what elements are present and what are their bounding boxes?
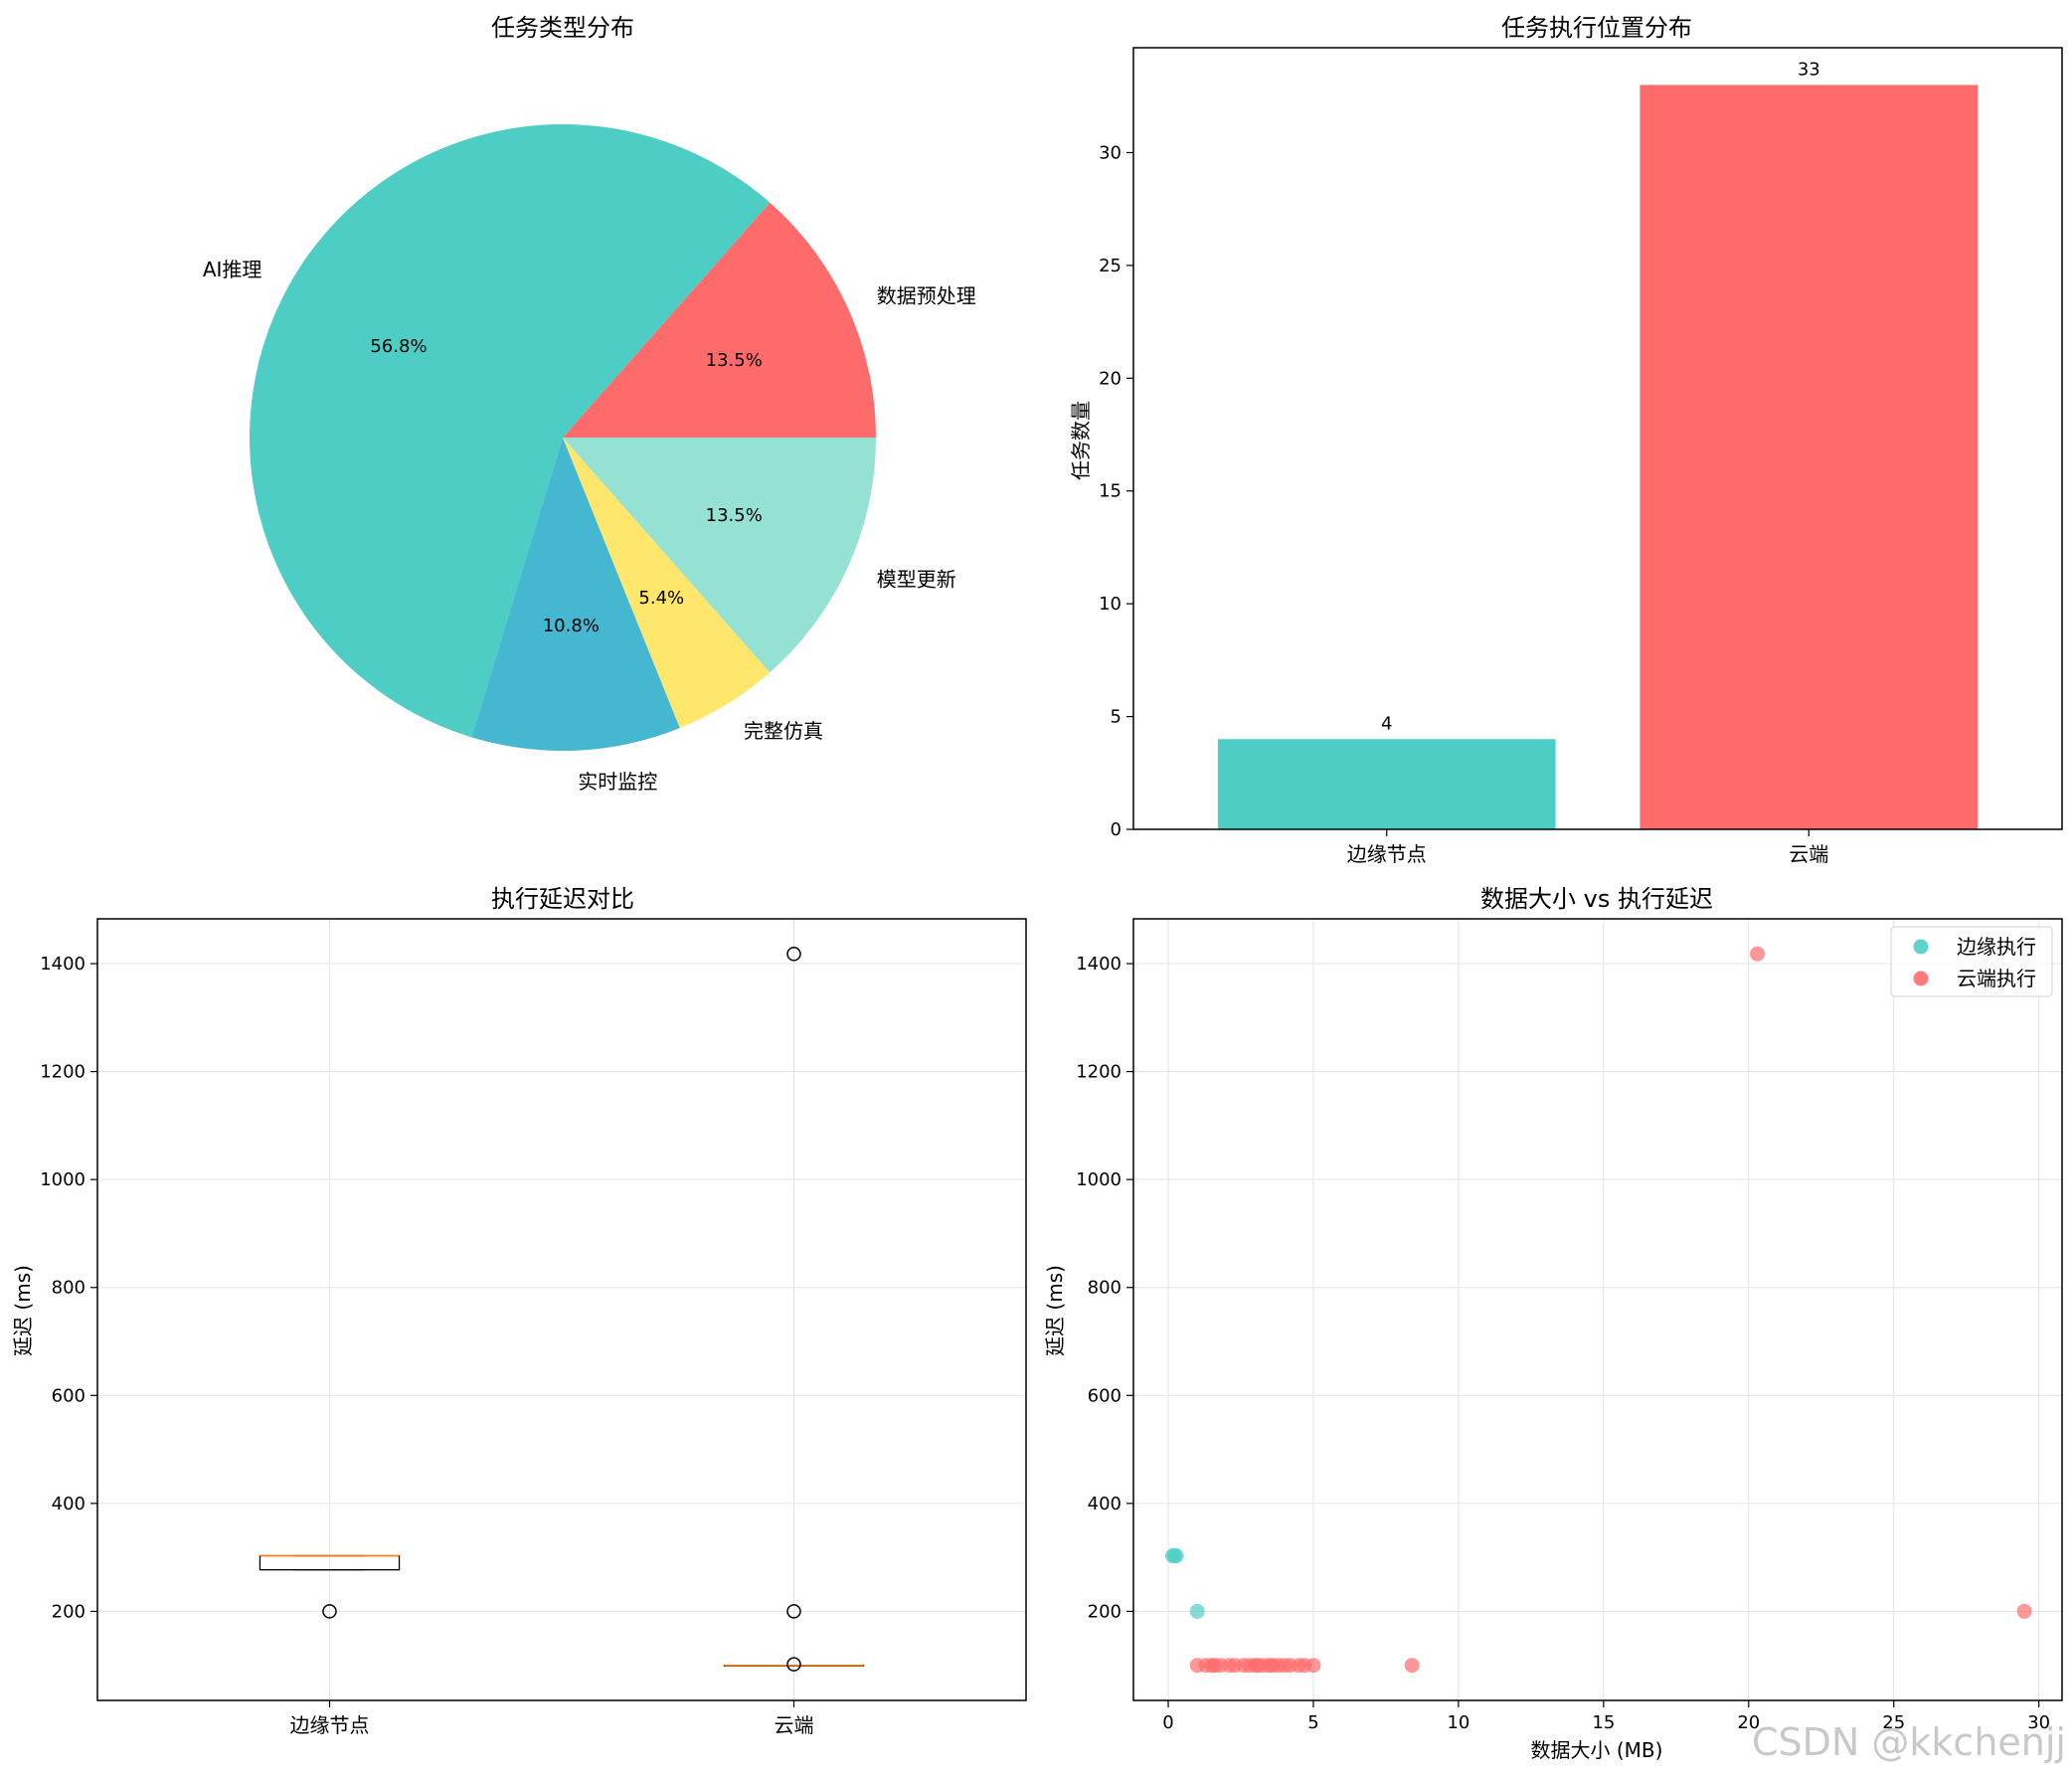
legend-marker	[1913, 939, 1929, 955]
box-outlier	[322, 1604, 337, 1619]
bar-ylabel: 任务数量	[1069, 401, 1093, 480]
pie-label: AI推理	[203, 258, 262, 281]
bar-value-label: 4	[1381, 713, 1392, 734]
scatter-xtick-label: 0	[1162, 1712, 1173, 1733]
pie-label: 实时监控	[578, 770, 657, 794]
pie-pct-label: 10.8%	[543, 616, 600, 636]
scatter-ytick-label: 200	[1088, 1601, 1122, 1622]
pie-label: 完整仿真	[744, 719, 823, 743]
pie-label: 模型更新	[877, 568, 956, 592]
legend-marker	[1913, 971, 1929, 986]
pie-pct-label: 13.5%	[706, 350, 763, 371]
bar-ytick-label: 20	[1099, 368, 1122, 389]
pie-slice	[563, 438, 876, 673]
box-xtick-label: 边缘节点	[290, 1713, 370, 1737]
box-outlier	[786, 947, 801, 962]
pie-slice	[563, 202, 876, 438]
scatter-ytick-label: 1200	[1076, 1062, 1122, 1083]
bar-ytick-label: 0	[1111, 819, 1122, 840]
box-xtick-label: 云端	[775, 1713, 814, 1737]
scatter-ytick-label: 400	[1088, 1494, 1122, 1514]
scatter-xlabel: 数据大小 (MB)	[1531, 1738, 1663, 1762]
bar-ytick-label: 25	[1099, 256, 1122, 276]
legend-label: 边缘执行	[1957, 935, 2036, 959]
scatter-ytick-label: 600	[1088, 1385, 1122, 1406]
bar-axes-frame	[1132, 47, 2063, 830]
box-ytick-label: 800	[52, 1278, 86, 1299]
scatter-xtick-label: 15	[1592, 1712, 1615, 1733]
bar-ytick-label: 15	[1099, 481, 1122, 502]
bar-ytick-label: 5	[1111, 707, 1122, 728]
pie-slice	[250, 124, 771, 738]
scatter-axes-frame	[1132, 918, 2063, 1701]
bar-ytick-label: 10	[1099, 594, 1122, 615]
box-outlier	[786, 1657, 801, 1672]
legend-frame	[1890, 926, 2053, 997]
watermark: CSDN @kkchenjj	[1752, 1720, 2066, 1764]
box-ytick-label: 1200	[40, 1062, 86, 1083]
pie-chart: 任务类型分布 数据预处理 13.5% AI推理 56.8% 实时监控 10.8% 完整仿真 5…	[203, 14, 976, 794]
scatter-point	[1189, 1603, 1205, 1619]
box-ytick-label: 1400	[40, 954, 86, 975]
bar-value-label: 33	[1798, 59, 1820, 80]
pie-label: 数据预处理	[877, 283, 976, 307]
pie-slice	[563, 438, 771, 729]
scatter-point	[1750, 946, 1766, 962]
box-ytick-label: 600	[52, 1385, 86, 1406]
scatter-ylabel: 延迟 (ms)	[1043, 1265, 1067, 1356]
bar-xtick-label: 云端	[1789, 842, 1828, 866]
box-ylabel: 延迟 (ms)	[11, 1265, 35, 1356]
box-ytick-label: 400	[52, 1494, 86, 1514]
box-ytick-label: 1000	[40, 1169, 86, 1190]
scatter-point	[1305, 1658, 1321, 1674]
scatter-ytick-label: 1400	[1076, 954, 1122, 975]
pie-pct-label: 56.8%	[370, 336, 427, 357]
bar-ytick-label: 30	[1099, 142, 1122, 163]
scatter-xtick-label: 30	[2027, 1712, 2050, 1733]
box-ytick-label: 200	[52, 1601, 86, 1622]
scatter-xtick-label: 20	[1737, 1712, 1760, 1733]
bar	[1217, 739, 1556, 829]
scatter-ytick-label: 800	[1088, 1278, 1122, 1299]
scatter-xtick-label: 10	[1447, 1712, 1469, 1733]
scatter-point	[1404, 1658, 1420, 1674]
scatter-ytick-label: 1000	[1076, 1169, 1122, 1190]
pie-pct-label: 13.5%	[706, 505, 763, 526]
bar-chart: 任务执行位置分布 任务数量 0 5 10 15 20 25 30 4 边缘节点 33 云端	[1069, 14, 2063, 866]
scatter-point	[2016, 1603, 2032, 1619]
scatter-chart: 数据大小 vs 执行延迟 延迟 (ms) 数据大小 (MB) 200400600…	[1043, 885, 2063, 1762]
bar-title: 任务执行位置分布	[1501, 14, 1692, 42]
pie-title: 任务类型分布	[491, 14, 634, 42]
box-plot: 执行延迟对比 延迟 (ms) 200 400 600 800 1000 1200 1400 边…	[11, 885, 1027, 1737]
scatter-point	[1168, 1548, 1184, 1564]
bar-xtick-label: 边缘节点	[1347, 842, 1427, 866]
scatter-xtick-label: 5	[1307, 1712, 1318, 1733]
legend-label: 云端执行	[1957, 967, 2036, 990]
box-title: 执行延迟对比	[491, 885, 634, 913]
pie-slice	[471, 438, 680, 751]
pie-pct-label: 5.4%	[638, 588, 684, 609]
scatter-title: 数据大小 vs 执行延迟	[1480, 885, 1713, 913]
scatter-xtick-label: 25	[1882, 1712, 1905, 1733]
box-axes-frame	[96, 918, 1027, 1701]
bar	[1640, 85, 1979, 829]
box-outlier	[786, 1604, 801, 1619]
